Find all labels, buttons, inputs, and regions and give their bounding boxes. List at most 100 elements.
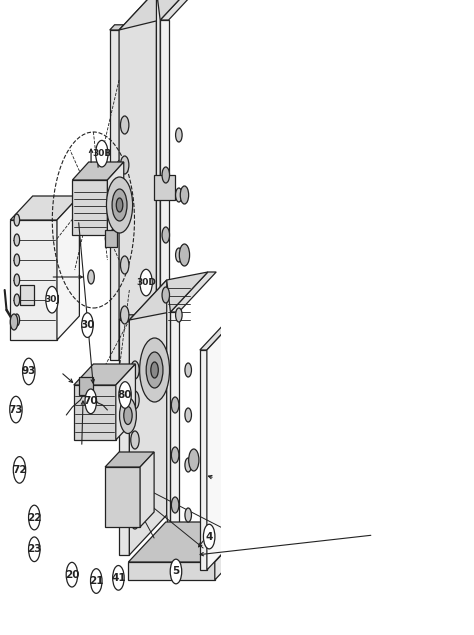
Polygon shape (200, 350, 207, 570)
Circle shape (46, 286, 58, 313)
Text: 5: 5 (173, 566, 180, 577)
Circle shape (185, 408, 191, 422)
Circle shape (10, 314, 18, 330)
Text: 30D: 30D (136, 278, 156, 287)
Circle shape (131, 471, 139, 489)
Circle shape (28, 537, 40, 561)
Circle shape (131, 511, 139, 529)
Polygon shape (167, 280, 171, 547)
Circle shape (23, 358, 35, 385)
Circle shape (85, 389, 97, 413)
Polygon shape (128, 562, 215, 580)
Polygon shape (105, 467, 140, 527)
Circle shape (151, 362, 158, 378)
Text: 22: 22 (27, 512, 42, 523)
Circle shape (88, 270, 94, 284)
Polygon shape (140, 452, 154, 527)
Text: 80: 80 (118, 390, 132, 400)
Circle shape (91, 569, 102, 593)
Circle shape (28, 505, 40, 530)
Text: 70: 70 (83, 396, 98, 406)
Circle shape (14, 314, 19, 326)
Circle shape (140, 338, 170, 402)
Circle shape (116, 198, 123, 212)
Polygon shape (119, 320, 129, 555)
Circle shape (120, 206, 129, 224)
Polygon shape (129, 272, 208, 320)
Circle shape (185, 458, 191, 472)
Circle shape (120, 256, 129, 274)
Polygon shape (129, 280, 167, 555)
Circle shape (66, 563, 78, 587)
Text: 4: 4 (206, 531, 213, 542)
Circle shape (124, 406, 132, 425)
Text: 21: 21 (89, 576, 103, 586)
Circle shape (14, 214, 19, 226)
Polygon shape (215, 522, 252, 580)
Circle shape (175, 308, 182, 322)
Circle shape (162, 287, 170, 303)
Circle shape (82, 313, 93, 337)
Circle shape (13, 457, 26, 483)
Polygon shape (74, 385, 116, 440)
Text: 30B: 30B (92, 149, 111, 158)
Polygon shape (108, 162, 124, 235)
Text: 73: 73 (9, 404, 23, 415)
Text: 23: 23 (27, 544, 42, 554)
Polygon shape (119, 0, 156, 360)
Polygon shape (160, 20, 169, 370)
Circle shape (162, 167, 170, 183)
Text: 30: 30 (80, 320, 95, 330)
Polygon shape (79, 377, 93, 395)
Polygon shape (73, 162, 124, 180)
Polygon shape (19, 285, 34, 305)
Text: 93: 93 (22, 366, 36, 377)
Polygon shape (116, 364, 136, 440)
Circle shape (175, 128, 182, 142)
Circle shape (119, 382, 131, 408)
Polygon shape (200, 320, 235, 350)
Text: 20: 20 (64, 570, 79, 580)
Circle shape (172, 497, 179, 513)
Polygon shape (128, 522, 252, 562)
Circle shape (162, 227, 170, 243)
Circle shape (14, 294, 19, 306)
Polygon shape (110, 30, 119, 360)
Circle shape (172, 447, 179, 463)
Circle shape (146, 352, 163, 388)
Polygon shape (156, 0, 160, 350)
Polygon shape (10, 196, 79, 220)
Text: 41: 41 (111, 573, 126, 583)
Circle shape (185, 508, 191, 522)
Polygon shape (110, 25, 124, 30)
Circle shape (14, 254, 19, 266)
Circle shape (131, 431, 139, 449)
Circle shape (172, 397, 179, 413)
Circle shape (10, 396, 22, 423)
Polygon shape (10, 220, 57, 340)
Text: 30J: 30J (44, 295, 60, 304)
Circle shape (175, 248, 182, 262)
Text: 72: 72 (12, 465, 27, 475)
Circle shape (14, 234, 19, 246)
Circle shape (189, 449, 199, 471)
Circle shape (120, 306, 129, 324)
Polygon shape (73, 180, 108, 235)
Polygon shape (57, 196, 79, 340)
Circle shape (120, 156, 129, 174)
Polygon shape (171, 312, 179, 563)
Polygon shape (74, 364, 136, 385)
Circle shape (140, 269, 152, 296)
Circle shape (119, 398, 137, 434)
Polygon shape (119, 320, 164, 360)
Polygon shape (207, 320, 235, 570)
Polygon shape (105, 452, 154, 467)
Circle shape (131, 361, 139, 379)
Polygon shape (154, 175, 175, 200)
Circle shape (179, 244, 190, 266)
Circle shape (120, 116, 129, 134)
Polygon shape (171, 272, 216, 312)
Circle shape (112, 189, 127, 221)
Polygon shape (105, 230, 117, 247)
Polygon shape (119, 0, 198, 30)
